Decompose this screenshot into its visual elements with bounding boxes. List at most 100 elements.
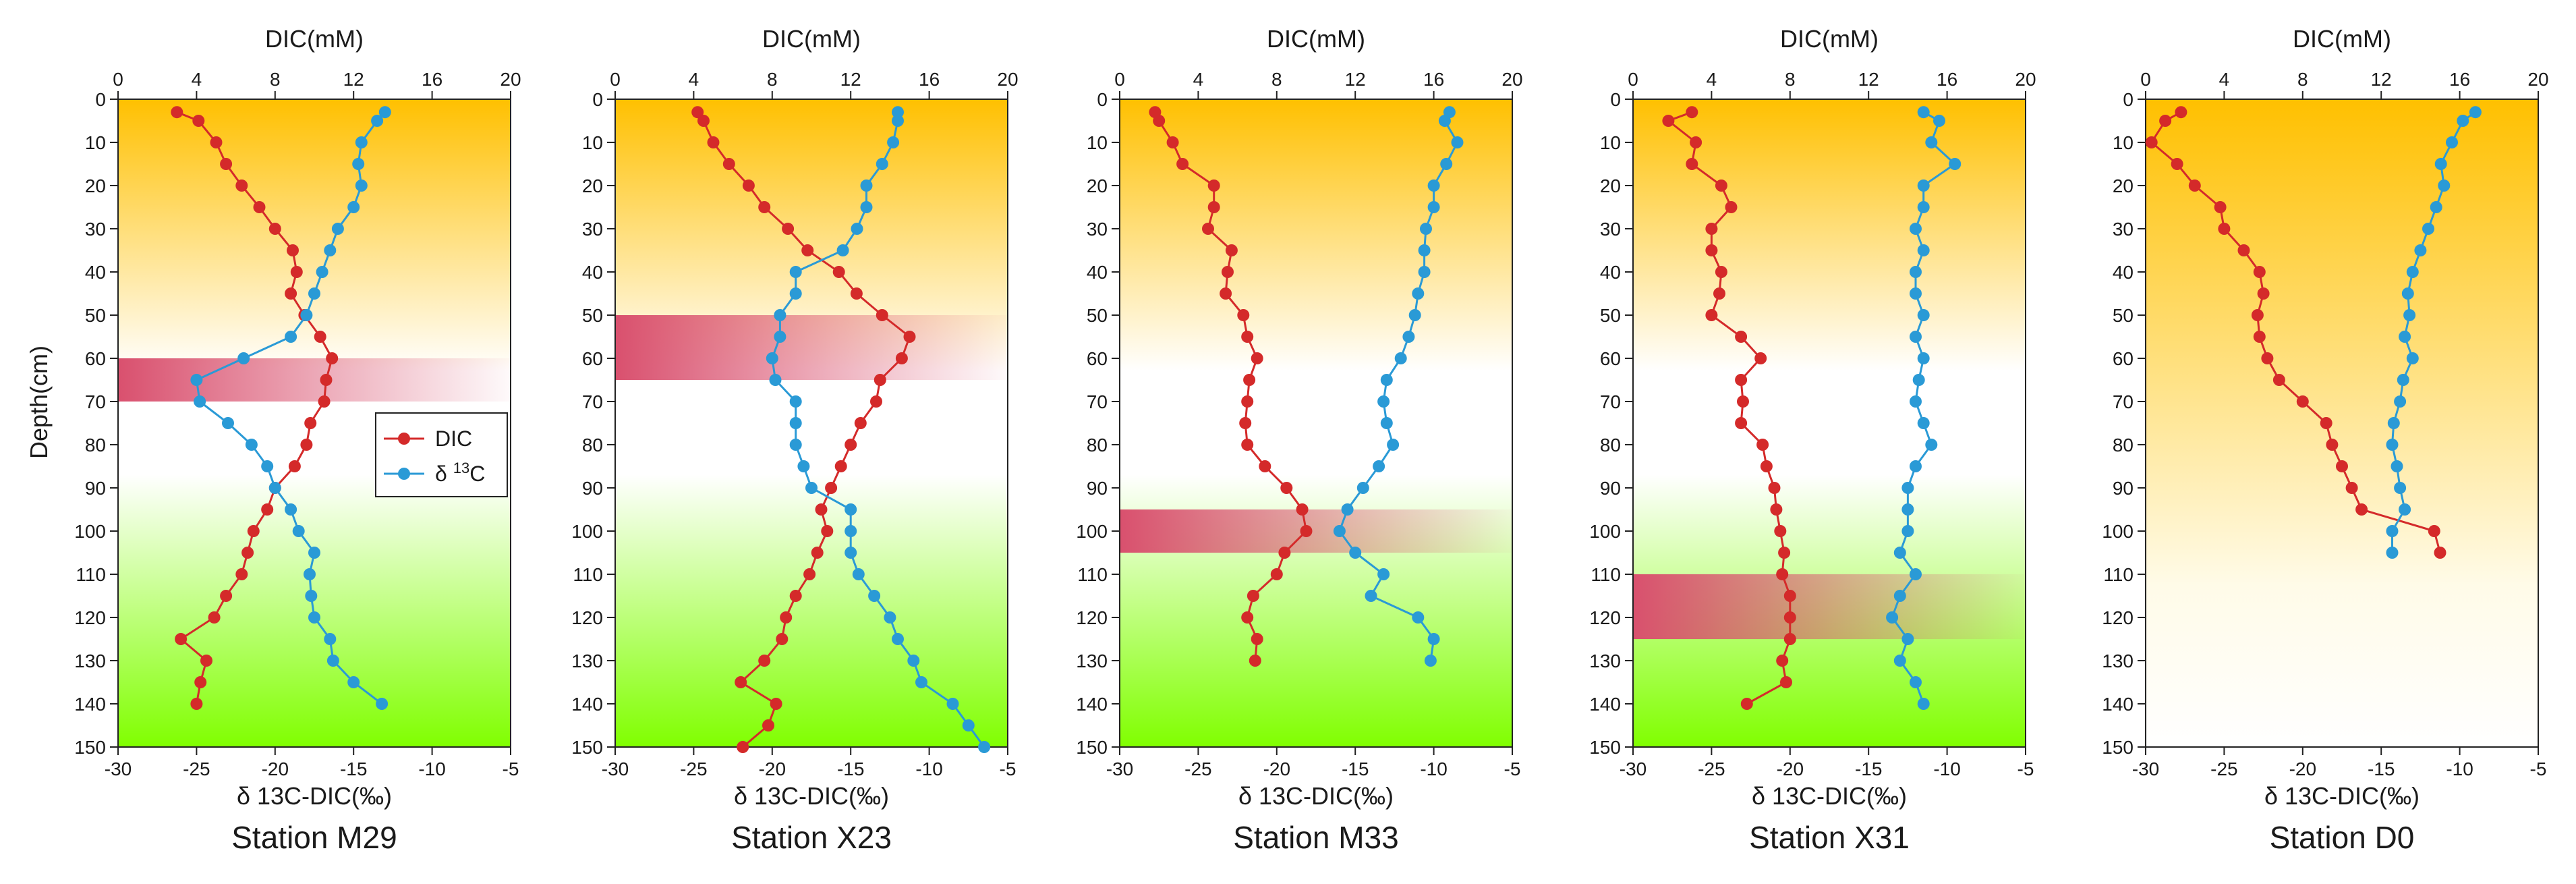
depth-tick-label: 120 (1589, 607, 1621, 628)
d13c-data-point (1933, 115, 1945, 127)
depth-tick-label: 100 (2102, 521, 2134, 542)
depth-tick-label: 70 (2113, 391, 2134, 412)
dic-data-point (1251, 633, 1263, 645)
depth-tick-label: 70 (582, 391, 603, 412)
dic-data-point (241, 547, 254, 559)
d13c-data-point (887, 136, 900, 148)
depth-tick-label: 110 (1077, 564, 1108, 585)
d13c-data-point (851, 223, 863, 235)
dic-data-point (2145, 136, 2158, 148)
dic-data-point (235, 179, 248, 192)
d13c-data-point (797, 460, 810, 472)
dic-data-point (1280, 482, 1293, 494)
top-axis-title: DIC(mM) (265, 25, 364, 53)
d13c-data-point (285, 503, 297, 516)
depth-tick-label: 10 (582, 132, 603, 153)
dic-data-point (722, 158, 735, 170)
dic-data-point (1296, 503, 1309, 516)
d13c-data-point (836, 244, 849, 256)
d13c-data-point (1377, 568, 1390, 580)
depth-tick-label: 130 (571, 651, 603, 671)
dic-data-point (287, 244, 299, 256)
d13c-data-point (245, 439, 258, 451)
dic-data-point (235, 568, 248, 580)
d13c-data-point (1412, 287, 1425, 300)
top-axis-tick-label: 8 (270, 69, 281, 90)
depth-tick-label: 50 (582, 305, 603, 326)
d13c-data-point (789, 439, 802, 451)
d13c-data-point (915, 676, 927, 688)
legend-dic-marker (398, 433, 410, 445)
d13c-data-point (789, 287, 802, 300)
dic-data-point (1241, 331, 1254, 343)
dic-series-line (2150, 111, 2441, 553)
dic-data-point (320, 374, 333, 386)
d13c-data-point (1356, 482, 1369, 494)
d13c-data-point (2438, 179, 2451, 192)
dic-data-point (2336, 460, 2348, 472)
d13c-data-point (978, 741, 991, 753)
d13c-data-point (2397, 374, 2409, 386)
dic-data-point (2355, 503, 2368, 516)
bottom-axis-tick-label: -20 (262, 758, 289, 779)
dic-data-point (171, 106, 183, 119)
d13c-data-point (2386, 547, 2399, 559)
bottom-axis-tick-label: -20 (1777, 758, 1804, 779)
d13c-data-point (1333, 525, 1346, 537)
dic-data-point (834, 460, 847, 472)
dic-data-point (1735, 331, 1748, 343)
highlight-band (118, 358, 511, 402)
dic-data-point (210, 136, 223, 148)
dic-data-point (2253, 331, 2266, 343)
d13c-data-point (1438, 115, 1451, 127)
bottom-axis-tick-label: -10 (915, 758, 942, 779)
top-axis-title: DIC(mM) (1267, 25, 1365, 53)
depth-tick-label: 40 (582, 262, 603, 283)
depth-tick-label: 80 (1600, 435, 1621, 455)
dic-data-point (1760, 460, 1773, 472)
dic-data-point (811, 547, 824, 559)
dic-data-point (1686, 106, 1698, 119)
d13c-data-point (2406, 352, 2419, 364)
d13c-data-point (2434, 158, 2447, 170)
d13c-data-point (1440, 158, 1453, 170)
d13c-data-point (946, 698, 959, 710)
depth-tick-label: 90 (1600, 478, 1621, 499)
panel-background (615, 99, 1008, 747)
dic-data-point (1243, 374, 1256, 386)
top-axis-tick-label: 4 (689, 69, 699, 90)
dic-data-point (247, 525, 260, 537)
dic-data-point (1705, 223, 1718, 235)
dic-data-point (285, 287, 297, 300)
dic-data-point (874, 374, 886, 386)
dic-data-point (854, 417, 867, 429)
d13c-data-point (962, 719, 975, 731)
d13c-data-point (1910, 395, 1922, 408)
depth-tick-label: 0 (592, 89, 603, 110)
d13c-data-point (1408, 309, 1421, 321)
bottom-axis-tick-label: -10 (2446, 758, 2473, 779)
top-axis-tick-label: 0 (1114, 69, 1125, 90)
depth-tick-label: 60 (85, 348, 106, 369)
d13c-data-point (324, 633, 337, 645)
d13c-data-point (789, 417, 802, 429)
dic-data-point (735, 676, 747, 688)
top-axis-tick-label: 20 (2015, 69, 2036, 90)
depth-tick-label: 10 (1600, 132, 1621, 153)
top-axis-tick-label: 0 (113, 69, 123, 90)
d13c-data-point (852, 568, 865, 580)
depth-tick-label: 130 (1076, 651, 1108, 671)
bottom-axis-tick-label: -30 (2132, 758, 2159, 779)
depth-tick-label: 80 (85, 435, 106, 455)
top-axis-tick-label: 16 (919, 69, 940, 90)
top-axis-tick-label: 12 (1858, 69, 1879, 90)
top-axis-tick-label: 16 (1937, 69, 1957, 90)
dic-data-point (2237, 244, 2250, 256)
d13c-data-point (1917, 417, 1930, 429)
d13c-series-line (2391, 111, 2476, 553)
dic-data-point (870, 395, 882, 408)
bottom-axis-tick-label: -10 (418, 758, 445, 779)
d13c-data-point (371, 115, 384, 127)
panel-frame (2145, 99, 2539, 748)
